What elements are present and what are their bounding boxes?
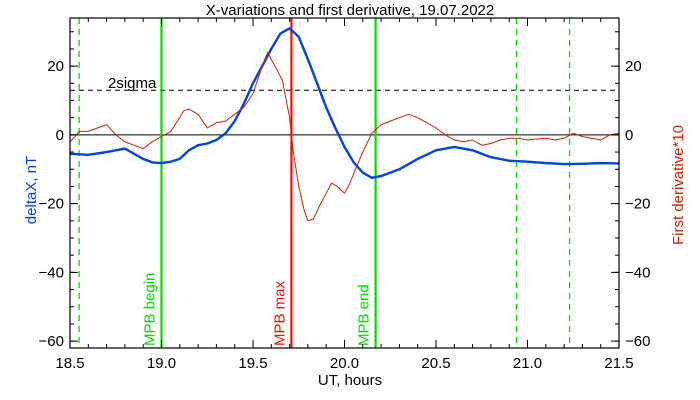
y-tick-label-left: −60 xyxy=(39,333,64,350)
x-tick-label: 20.5 xyxy=(421,355,450,372)
y-tick-label-right: −60 xyxy=(625,333,650,350)
y-tick-label-right: −20 xyxy=(625,196,650,213)
y-axis-label-left: deltaX, nT xyxy=(23,156,40,224)
y-tick-label-left: −40 xyxy=(39,264,64,281)
sigma-label: 2sigma xyxy=(108,75,157,92)
x-tick-label: 19.0 xyxy=(147,355,176,372)
x-tick-label: 21.0 xyxy=(513,355,542,372)
series-layer xyxy=(69,27,620,222)
series-left xyxy=(69,27,620,179)
vline-labels: MPB begin MPB max MPB end xyxy=(142,273,373,346)
x-tick-label: 19.5 xyxy=(238,355,267,372)
y-tick-label-left: −20 xyxy=(39,196,64,213)
x-tick-label: 18.5 xyxy=(55,355,84,372)
y-tick-label-left: 0 xyxy=(56,127,64,144)
y-tick-label-right: 0 xyxy=(625,127,633,144)
vline-label-3: MPB end xyxy=(356,284,373,346)
plot-lines xyxy=(70,18,619,348)
series-right xyxy=(69,51,620,222)
vline-label-2: MPB max xyxy=(271,280,288,346)
vline-label-1: MPB begin xyxy=(142,273,159,346)
x-tick-label: 21.5 xyxy=(604,355,633,372)
y-tick-label-left: 20 xyxy=(47,58,64,75)
y-tick-label-right: 20 xyxy=(625,58,642,75)
ticks: 18.5 19.0 19.5 20.0 20.5 21.0 21.5 20 20 0 0 −20 −20… xyxy=(39,18,650,372)
x-tick-label: 20.0 xyxy=(330,355,359,372)
chart-title: X-variations and first derivative, 19.07… xyxy=(206,2,495,19)
y-axis-label-right: First derivative*10 xyxy=(670,125,687,245)
y-tick-label-right: −40 xyxy=(625,264,650,281)
x-axis-label: UT, hours xyxy=(318,372,382,389)
